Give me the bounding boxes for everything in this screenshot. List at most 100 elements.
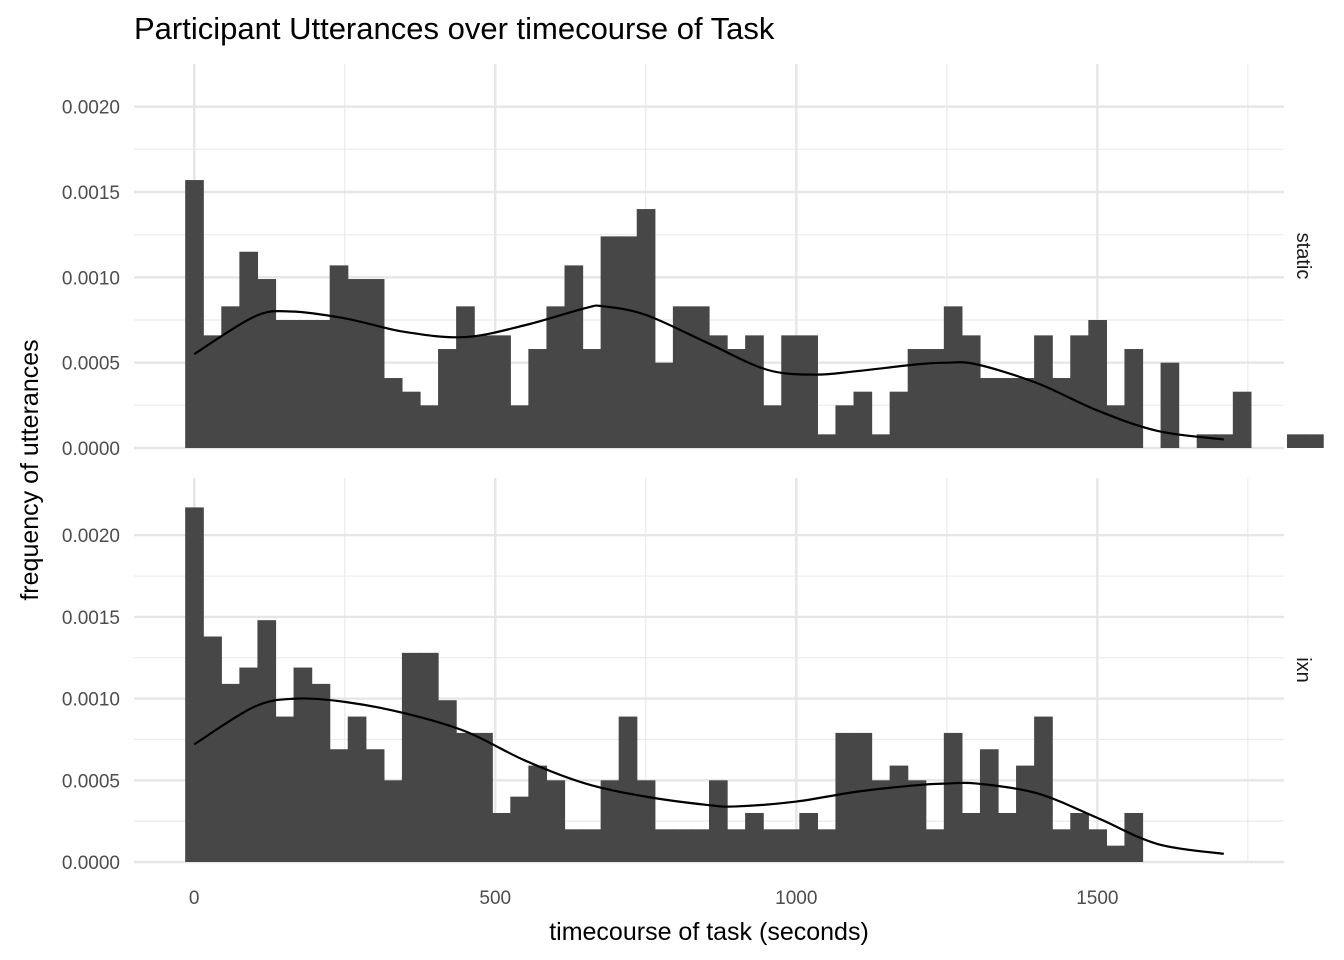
histogram-bar (817, 434, 837, 448)
histogram-bar (275, 320, 295, 448)
histogram-bar (618, 716, 638, 862)
histogram-bar (961, 812, 981, 862)
histogram-bar (456, 306, 475, 448)
histogram-bar (1305, 434, 1324, 448)
y-tick-label: 0.0000 (62, 853, 120, 874)
histogram-bar (401, 391, 421, 448)
histogram-bar (257, 279, 277, 448)
histogram-bar (1160, 362, 1180, 448)
histogram-bar (474, 732, 493, 862)
histogram-bar (871, 434, 891, 448)
histogram-bar (1016, 378, 1035, 448)
histogram-bar (564, 265, 584, 448)
histogram-bar (636, 780, 656, 862)
histogram-bar (185, 180, 204, 448)
histogram-bar (745, 335, 764, 448)
histogram-bar (835, 732, 855, 862)
density-curve-static (193, 304, 1224, 441)
histogram-bar (654, 362, 674, 448)
histogram-bar (871, 780, 891, 862)
histogram-bar (365, 749, 385, 862)
histogram-bar (275, 716, 295, 862)
histogram-bar (383, 780, 403, 862)
histogram-bar (510, 405, 529, 448)
histogram-bar (438, 700, 457, 862)
histogram-bar (853, 732, 873, 862)
histogram-bar (1088, 320, 1107, 448)
histogram-bar (1034, 335, 1053, 448)
y-tick-label: 0.0005 (62, 771, 120, 792)
histogram-bar (979, 378, 999, 448)
histogram-bar (510, 796, 529, 862)
histogram-bar (727, 349, 746, 448)
histogram-bar (474, 335, 493, 448)
histogram-bar (672, 829, 692, 862)
histogram-bar (203, 335, 222, 448)
x-axis-label: timecourse of task (seconds) (549, 918, 869, 946)
histogram-bar (961, 335, 981, 448)
density-curve-ixn (193, 697, 1224, 855)
histogram-bar (582, 349, 602, 448)
histogram-bar (998, 378, 1017, 448)
histogram-bar (889, 391, 909, 448)
histogram-bar (709, 780, 728, 862)
histogram-bar (943, 732, 963, 862)
y-tick-label: 0.0000 (62, 439, 120, 460)
histogram-bar (1070, 812, 1089, 862)
histogram-bar (546, 780, 566, 862)
histogram-bar (582, 829, 602, 862)
x-tick-label: 0 (189, 888, 200, 909)
y-tick-label: 0.0020 (62, 98, 120, 119)
facet-label-static: static (1292, 233, 1314, 280)
histogram-bar (401, 652, 421, 862)
panels: 0.00000.00050.00100.00150.0020static0.00… (62, 64, 1324, 909)
histogram-bar (654, 829, 674, 862)
histogram-bar (564, 829, 584, 862)
y-tick-label: 0.0015 (62, 608, 120, 629)
y-tick-label: 0.0015 (62, 183, 120, 204)
histogram-bar (293, 320, 313, 448)
histogram-bar (1232, 391, 1252, 448)
histogram-bar (492, 812, 511, 862)
histogram-bar (528, 349, 548, 448)
histogram-bar (799, 335, 818, 448)
histogram-bar (365, 279, 385, 448)
histogram-bars-ixn (185, 507, 1144, 862)
histogram-bar (690, 306, 710, 448)
histogram-bar (1214, 434, 1234, 448)
histogram-bar (636, 209, 656, 448)
histogram-bar (618, 236, 638, 448)
histogram-bar (311, 320, 331, 448)
y-tick-label: 0.0005 (62, 354, 120, 375)
x-tick-labels: 0 500 1000 1500 (189, 888, 1119, 909)
histogram-bar (185, 507, 204, 862)
histogram-bar (311, 683, 331, 862)
histogram-bar (438, 349, 457, 448)
panel-ixn: 0.0000 0.0005 0.0010 0.0015 0.0020 ixn (62, 478, 1314, 874)
histogram-bar (998, 812, 1017, 862)
histogram-bar (799, 812, 818, 862)
histogram-bar (419, 405, 439, 448)
facet-label-ixn: ixn (1292, 657, 1314, 683)
histogram-bar (1287, 434, 1306, 448)
histogram-bar (257, 620, 277, 862)
y-tick-label: 0.0010 (62, 690, 120, 711)
y-tick-label: 0.0010 (62, 268, 120, 289)
histogram-bar (745, 812, 764, 862)
histogram-bar (347, 279, 367, 448)
histogram-bar (889, 765, 909, 862)
histogram-bar (781, 335, 800, 448)
histogram-bar (528, 765, 548, 862)
histogram-bar (925, 349, 945, 448)
histogram-bar (456, 732, 475, 862)
histogram-bar (239, 251, 259, 448)
histogram-bar (763, 829, 782, 862)
histogram-bar (817, 829, 837, 862)
panel-static: 0.0000 0.0005 0.0010 0.0015 0.0020 static (62, 64, 1324, 460)
histogram-bar (781, 829, 800, 862)
histogram-bar (1106, 405, 1126, 448)
histogram-bar (546, 306, 566, 448)
x-tick-label: 1000 (775, 888, 817, 909)
histogram-bar (1124, 349, 1144, 448)
